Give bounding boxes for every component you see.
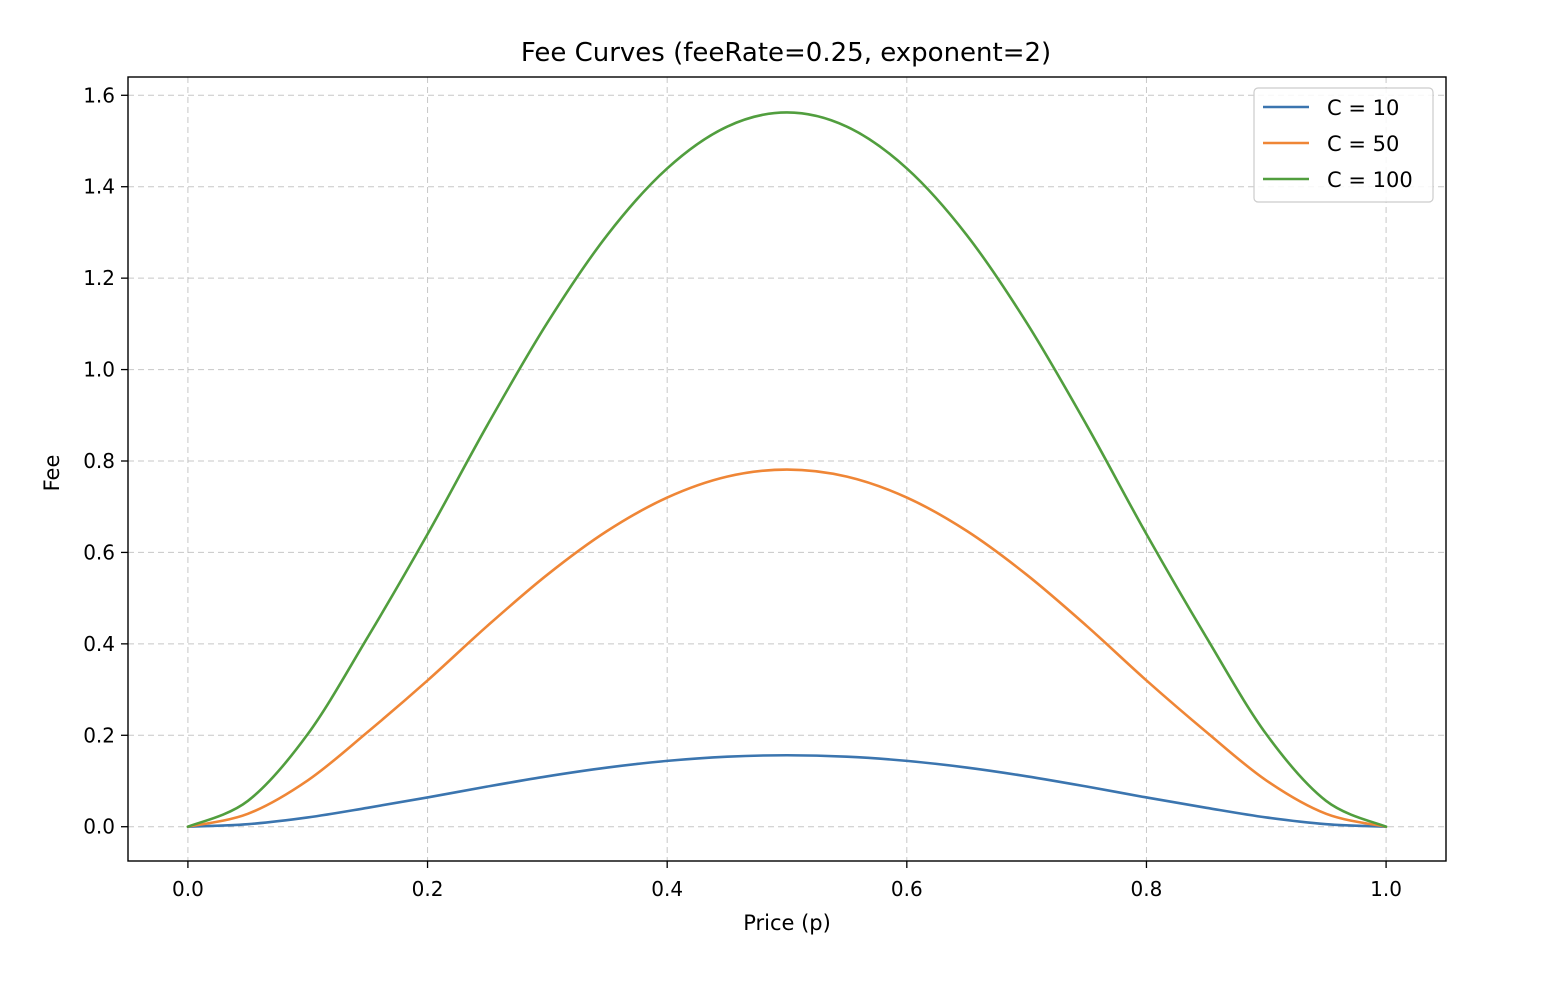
legend-box	[1253, 87, 1434, 203]
y-tick-label: 1.4	[83, 175, 115, 199]
x-axis: 0.0 0.2 0.4 0.6 0.8 1.0	[172, 861, 1402, 901]
series-line-c-100	[186, 111, 1388, 829]
x-tick-label: 0.0	[172, 877, 204, 901]
plot-frame	[127, 76, 1447, 862]
y-tick-label: 0.6	[83, 540, 115, 564]
x-axis-label: Price (p)	[743, 911, 831, 935]
y-tick-label: 0.2	[83, 723, 115, 747]
legend-label-c-10: C = 10	[1327, 96, 1399, 120]
plot-area	[127, 76, 1447, 862]
series-line-c-50	[186, 468, 1388, 829]
y-axis-label: Fee	[40, 455, 64, 492]
x-tick-label: 0.6	[891, 877, 923, 901]
legend-label-c-50: C = 50	[1327, 132, 1399, 156]
grid	[128, 77, 1446, 861]
legend-label-c-100: C = 100	[1327, 168, 1413, 192]
y-tick-label: 0.8	[83, 449, 115, 473]
series-lines	[186, 111, 1388, 829]
x-tick-label: 0.2	[412, 877, 444, 901]
y-tick-label: 0.4	[83, 632, 115, 656]
legend: C = 10 C = 50 C = 100	[1253, 87, 1434, 203]
x-tick-label: 1.0	[1370, 877, 1402, 901]
legend-items: C = 10 C = 50 C = 100	[1263, 96, 1413, 192]
y-tick-label: 1.6	[83, 83, 115, 107]
x-tick-label: 0.4	[651, 877, 683, 901]
y-tick-label: 1.2	[83, 266, 115, 290]
y-tick-label: 0.0	[83, 815, 115, 839]
y-tick-label: 1.0	[83, 358, 115, 382]
series-line-c-10	[186, 753, 1388, 829]
y-axis: 0.0 0.2 0.4 0.6 0.8 1.0 1.2 1.4 1.6	[83, 83, 128, 839]
x-tick-label: 0.8	[1131, 877, 1163, 901]
chart-title: Fee Curves (feeRate=0.25, exponent=2)	[521, 38, 1051, 68]
